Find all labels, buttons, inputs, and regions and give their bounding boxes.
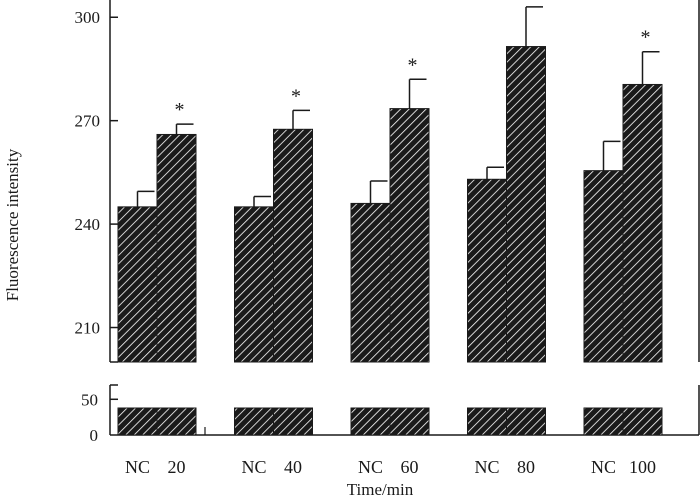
bar bbox=[506, 46, 546, 363]
x-tick-label: 40 bbox=[284, 457, 302, 477]
bar bbox=[156, 133, 197, 363]
x-tick-label: 20 bbox=[168, 457, 186, 477]
bar-lower-segment bbox=[467, 407, 507, 436]
significance-marker: ** bbox=[519, 0, 539, 4]
bar-lower-segment bbox=[506, 407, 546, 436]
significance-marker: * bbox=[408, 54, 418, 76]
bar-lower-segment bbox=[350, 407, 391, 436]
bar bbox=[622, 83, 663, 363]
bar-lower-segment bbox=[583, 407, 624, 436]
bar-lower-segment bbox=[117, 407, 158, 436]
significance-marker: * bbox=[641, 27, 651, 49]
x-tick-label: NC bbox=[241, 457, 266, 477]
x-axis-label: Time/min bbox=[347, 480, 414, 499]
bar-lower-segment bbox=[156, 407, 197, 436]
bar bbox=[117, 206, 158, 363]
y-tick-label: 210 bbox=[75, 319, 101, 338]
x-tick-label: NC bbox=[358, 457, 383, 477]
y-axis-label: Fluorescence intensity bbox=[3, 148, 22, 301]
x-tick-label: 80 bbox=[517, 457, 535, 477]
y-tick-label: 0 bbox=[90, 426, 99, 445]
x-tick-label: NC bbox=[474, 457, 499, 477]
bar bbox=[389, 108, 430, 363]
bar bbox=[234, 206, 274, 363]
bar-lower-segment bbox=[622, 407, 663, 436]
x-tick-label: 100 bbox=[629, 457, 656, 477]
significance-marker: * bbox=[291, 85, 301, 107]
x-tick-label: NC bbox=[125, 457, 150, 477]
bar bbox=[583, 170, 624, 363]
bars bbox=[117, 6, 663, 436]
x-tick-label: 60 bbox=[401, 457, 419, 477]
bar bbox=[350, 202, 391, 363]
x-tick-label: NC bbox=[591, 457, 616, 477]
bar-lower-segment bbox=[234, 407, 274, 436]
y-tick-label: 300 bbox=[75, 8, 101, 27]
bar bbox=[273, 128, 313, 363]
y-tick-label: 240 bbox=[75, 215, 101, 234]
bar-lower-segment bbox=[273, 407, 313, 436]
y-tick-label: 270 bbox=[75, 112, 101, 131]
labels: 210 240 270 300 0 50 NC * 20 NC * 40 NC * 60 NC ** 80 NC * 1… bbox=[75, 0, 657, 477]
bar bbox=[467, 178, 507, 363]
significance-marker: * bbox=[175, 99, 185, 121]
y-tick-label: 50 bbox=[81, 390, 98, 409]
bar-lower-segment bbox=[389, 407, 430, 436]
